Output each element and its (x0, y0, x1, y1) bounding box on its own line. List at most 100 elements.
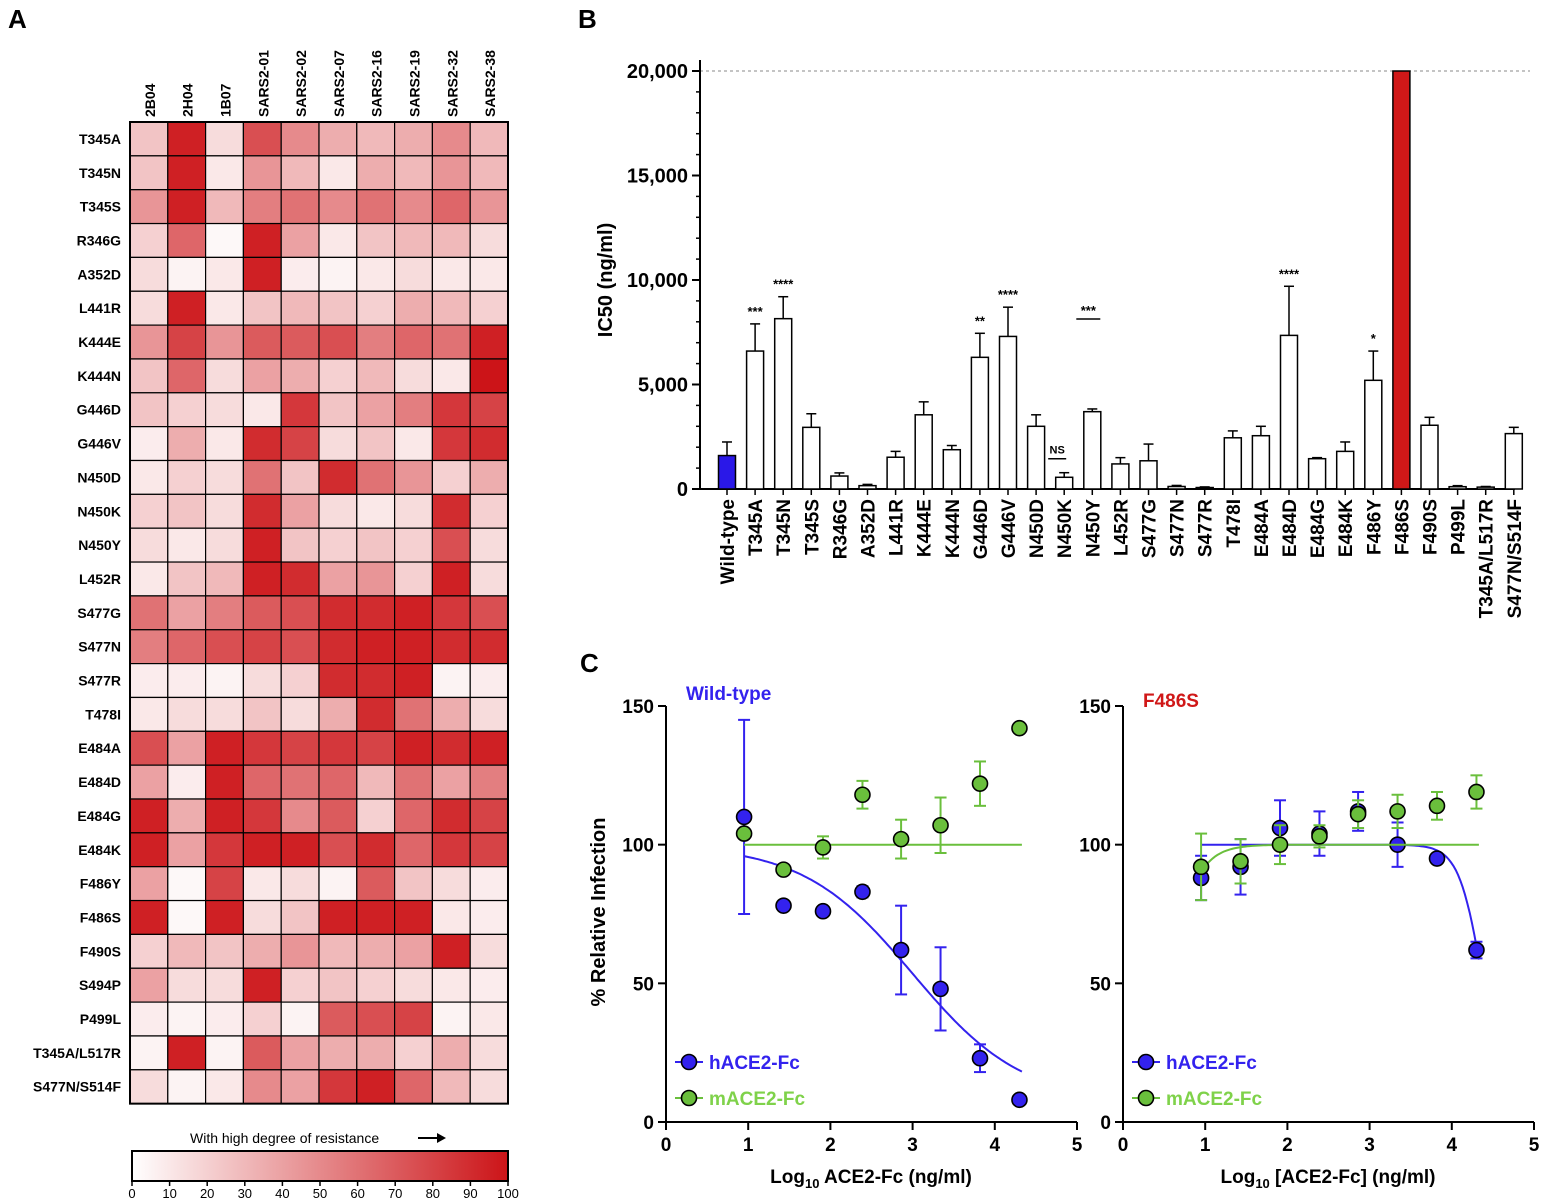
bar-f486s (1392, 70, 1411, 490)
heatmap-cell-k444n-2h04 (167, 358, 207, 394)
bar-t345n (773, 317, 793, 490)
heatmap-cell-t345n-sars2-38 (469, 155, 509, 191)
heatmap-row-labels: T345A T345N T345S R346G A352D L441R K444E K444N… (33, 131, 122, 1095)
heatmap-cell-n450k-sars2-19 (394, 493, 434, 529)
panel-label-a: A (8, 4, 27, 34)
heatmap-row-label: T345N (79, 165, 121, 181)
heatmap-cell-k444e-1b07 (205, 324, 245, 360)
heatmap-column-label: 1B07 (218, 83, 234, 117)
heatmap-cell-g446d-sars2-32 (431, 392, 471, 428)
heatmap-cell-g446d-sars2-07 (318, 392, 358, 428)
heatmap-cell-l452r-sars2-01 (242, 561, 282, 597)
heatmap-cell-e484g-2h04 (167, 798, 207, 834)
heatmap-cell-s477r-2b04 (129, 662, 169, 699)
heatmap-cell-n450k-1b07 (205, 493, 245, 529)
heatmap-cell-s477n-sars2-32 (431, 629, 471, 665)
colorbar-tick-label: 100 (497, 1186, 519, 1200)
heatmap-cell-t478i-sars2-19 (394, 696, 434, 732)
x-tick-label: 0 (1118, 1135, 1129, 1156)
heatmap-cell-t345n-sars2-02 (280, 155, 320, 191)
heatmap-cell-f490s-1b07 (205, 933, 245, 969)
heatmap-cell-n450y-sars2-07 (318, 527, 358, 563)
heatmap-row-label: G446D (77, 402, 121, 418)
colorbar-ticks: 0 10 20 30 40 50 60 70 80 90 100 (128, 1181, 519, 1200)
heatmap-cell-n450k-sars2-01 (242, 493, 282, 529)
heatmap-cell-n450k-sars2-16 (356, 493, 396, 529)
heatmap-cell-s494p-sars2-01 (242, 967, 282, 1003)
x-tick-label: 3 (1364, 1135, 1375, 1156)
colorbar-tick-label: 30 (238, 1186, 252, 1200)
heatmap-cell-f486y-sars2-38 (469, 866, 509, 902)
heatmap-cell-n450d-1b07 (205, 459, 245, 495)
bar-x-tick-label: N450Y (1083, 499, 1104, 557)
heatmap-cell-s477r-sars2-38 (469, 662, 509, 699)
c2-legend: hACE2-Fc mACE2-Fc (1132, 1053, 1263, 1110)
heatmap-cell-f486s-sars2-32 (431, 899, 471, 935)
heatmap-cell-e484g-sars2-19 (394, 798, 434, 834)
bar-g446d (970, 356, 990, 490)
bar-x-tick-label: T478I (1224, 499, 1245, 548)
wild-type-dose-response: Wild-type % Relative Infection Log10 ACE… (588, 684, 1083, 1191)
heatmap-cell-e484k-sars2-32 (431, 832, 471, 868)
heatmap-cell-p499l-sars2-01 (242, 1001, 282, 1037)
heatmap-column-label: SARS2-38 (482, 50, 498, 117)
heatmap-cell-s494p-sars2-07 (318, 967, 358, 1003)
heatmap-cell-t345n-sars2-16 (356, 155, 396, 191)
heatmap-cell-s477r-2h04 (167, 662, 207, 699)
heatmap-cell-n450k-sars2-38 (469, 493, 509, 529)
heatmap-cell-l441r-2h04 (167, 290, 207, 326)
heatmap-cell-r346g-sars2-38 (469, 222, 509, 259)
heatmap-cell-l441r-sars2-02 (280, 290, 320, 326)
bar-e484k (1335, 450, 1355, 490)
colorbar-tick-label: 90 (463, 1186, 477, 1200)
heatmap-cells (129, 121, 509, 1105)
heatmap-cell-f490s-sars2-19 (394, 933, 434, 969)
bar-x-tick-label: L452R (1111, 499, 1132, 556)
heatmap-cell-p499l-2b04 (129, 1001, 169, 1037)
heatmap-cell-t345s-2h04 (167, 189, 207, 225)
bar-t478i (1223, 437, 1243, 490)
heatmap-cell-t345a-sars2-02 (280, 121, 320, 157)
heatmap-cell-t345s-sars2-07 (318, 189, 358, 225)
heatmap-cell-n450y-sars2-01 (242, 527, 282, 563)
heatmap-cell-n450d-sars2-07 (318, 459, 358, 495)
heatmap-cell-t478i-sars2-02 (280, 696, 320, 732)
heatmap-cell-t345s-sars2-02 (280, 189, 320, 225)
heatmap-cell-t345s-sars2-19 (394, 189, 434, 225)
bar-a352d (858, 484, 877, 490)
data-point-mace2-fc (1311, 828, 1328, 845)
bar-x-tick-label: F486S (1392, 499, 1413, 555)
heatmap-row-label: F490S (80, 943, 121, 959)
heatmap-cell-s494p-sars2-32 (431, 967, 471, 1003)
heatmap-cell-n450d-sars2-38 (469, 459, 509, 495)
heatmap-cell-e484g-sars2-07 (318, 798, 358, 834)
heatmap-cell-r346g-sars2-32 (431, 222, 471, 259)
heatmap-cell-k444n-sars2-07 (318, 358, 358, 394)
heatmap-cell-t345a-sars2-19 (394, 121, 434, 157)
heatmap-cell-l452r-sars2-07 (318, 561, 358, 597)
heatmap-row-label: S477N (78, 639, 121, 655)
heatmap-column-labels: 2B04 2H04 1B07 SARS2-01 SARS2-02 SARS2-07 SARS… (142, 50, 498, 117)
legend-label-hace2-fc: hACE2-Fc (709, 1053, 800, 1074)
data-point-hace2-fc (735, 808, 753, 826)
heatmap-column-label: 2B04 (142, 83, 158, 117)
heatmap-cell-a352d-sars2-38 (469, 256, 509, 292)
heatmap-cell-t345n-sars2-01 (242, 155, 282, 191)
heatmap-cell-l441r-sars2-07 (318, 290, 358, 326)
heatmap-cell-p499l-sars2-19 (394, 1001, 434, 1037)
heatmap-cell-s477n-sars2-38 (469, 629, 509, 665)
heatmap-cell-s477n-s514f-2b04 (129, 1069, 169, 1105)
heatmap-cell-n450y-sars2-19 (394, 527, 434, 563)
y-tick-label: 100 (622, 836, 654, 857)
heatmap-cell-e484k-2h04 (167, 832, 207, 868)
heatmap-cell-t478i-1b07 (205, 696, 245, 732)
heatmap-cell-e484d-2b04 (129, 764, 169, 800)
data-point-mace2-fc (1271, 836, 1289, 853)
heatmap-cell-t345a-l517r-2h04 (167, 1035, 207, 1071)
colorbar-tick-label: 0 (128, 1186, 135, 1200)
bar-p499l (1448, 485, 1467, 490)
data-point-mace2-fc (1389, 803, 1406, 820)
bar-x-tick-label: E484A (1252, 499, 1273, 557)
heatmap-cell-f486s-sars2-19 (394, 899, 434, 935)
heatmap-cell-n450k-2b04 (129, 493, 169, 529)
